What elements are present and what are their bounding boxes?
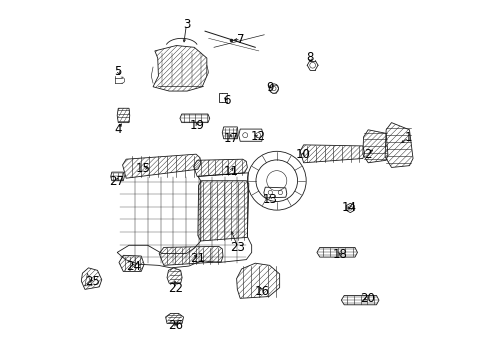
Text: 13: 13	[263, 193, 277, 206]
Text: 1: 1	[404, 131, 412, 144]
Text: 11: 11	[223, 165, 238, 177]
Text: 22: 22	[168, 282, 183, 295]
Text: 27: 27	[109, 175, 124, 188]
Text: 5: 5	[114, 65, 122, 78]
Text: 12: 12	[250, 130, 264, 143]
Text: 23: 23	[230, 241, 245, 254]
Text: 18: 18	[332, 248, 347, 261]
Text: 25: 25	[84, 275, 100, 288]
Text: 24: 24	[126, 260, 141, 273]
Text: 15: 15	[136, 162, 150, 175]
Text: 8: 8	[305, 51, 313, 64]
Text: 19: 19	[189, 119, 204, 132]
Text: 4: 4	[114, 122, 122, 136]
Text: 26: 26	[168, 319, 183, 332]
Text: 20: 20	[359, 292, 374, 305]
Text: 17: 17	[223, 131, 238, 145]
Text: 7: 7	[237, 33, 244, 46]
Text: 6: 6	[223, 94, 230, 107]
Text: 16: 16	[254, 285, 269, 298]
Text: 14: 14	[341, 202, 356, 215]
Text: 21: 21	[189, 252, 204, 265]
Text: 10: 10	[295, 148, 310, 161]
Text: 2: 2	[363, 148, 370, 161]
Text: 3: 3	[183, 18, 190, 31]
Text: 9: 9	[266, 81, 273, 94]
